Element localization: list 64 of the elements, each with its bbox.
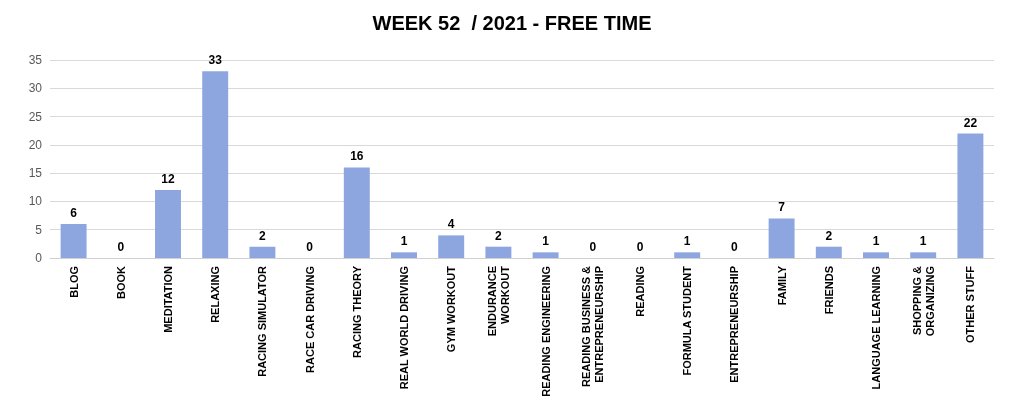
data-label: 16: [350, 149, 364, 164]
x-tick-label: ENTREPRENEURSHIP: [728, 266, 741, 383]
data-label: 22: [963, 115, 978, 130]
bar: [957, 133, 984, 258]
x-tick-label: LANGUAGE LEARNING: [870, 266, 882, 390]
bar: [438, 235, 465, 258]
y-tick-label: 30: [28, 81, 43, 96]
bar: [249, 246, 276, 258]
data-label: 2: [825, 228, 833, 243]
bar: [60, 224, 87, 258]
y-tick-label: 15: [28, 166, 43, 181]
bar: [155, 190, 181, 258]
bar: [910, 252, 937, 258]
x-tick-label: RELAXING: [209, 266, 222, 323]
x-tick-label: GYM WORKOUT: [445, 265, 458, 353]
x-tick-label: OTHER STUFF: [964, 265, 977, 343]
data-label: 1: [400, 234, 408, 249]
bar: [815, 246, 842, 258]
data-label: 0: [731, 240, 739, 254]
data-label: 0: [636, 240, 644, 254]
x-tick-label: RACING THEORY: [350, 265, 363, 358]
x-tick-label: READING BUSINESS & ENTREPRENEURSHIP: [580, 265, 606, 388]
data-label: 1: [919, 234, 927, 249]
x-tick-label: MEDITATION: [162, 265, 174, 333]
data-label: 2: [495, 228, 503, 243]
bar: [202, 71, 229, 258]
data-label: 12: [161, 172, 175, 187]
bar: [863, 252, 889, 258]
x-tick-label: FAMILY: [775, 265, 788, 306]
y-tick-label: 10: [28, 194, 43, 209]
y-tick-label: 5: [35, 222, 43, 237]
data-label: 4: [447, 217, 455, 232]
data-label: 0: [589, 240, 597, 254]
y-tick-label: 35: [28, 53, 43, 67]
bar: [532, 252, 559, 258]
bar: [391, 252, 417, 258]
data-label: 33: [208, 53, 223, 68]
bar: [485, 246, 512, 258]
bar: [768, 218, 795, 258]
x-tick-label: ENDURANCE WORKOUT: [485, 265, 511, 337]
x-tick-label: RACING SIMULATOR: [256, 265, 269, 377]
data-label: 1: [542, 234, 550, 249]
x-tick-label: BLOG: [67, 266, 80, 298]
x-tick-label: FRIENDS: [822, 266, 835, 315]
x-tick-label: REAL WORLD DRIVING: [398, 266, 410, 390]
bar: [343, 167, 370, 258]
data-label: 2: [259, 228, 267, 243]
x-tick-label: FORMULA STUDENT: [681, 265, 694, 376]
x-tick-label: READING: [634, 266, 646, 317]
data-label: 0: [306, 240, 314, 254]
x-tick-label: BOOK: [114, 265, 127, 299]
data-label: 1: [872, 234, 880, 249]
x-tick-label: READING ENGINEERING: [539, 266, 552, 397]
bar: [674, 252, 701, 258]
data-label: 7: [778, 200, 786, 215]
data-label: 1: [683, 234, 691, 249]
x-tick-label: RACE CAR DRIVING: [303, 266, 316, 373]
chart-title: WEEK 52 / 2021 - FREE TIME: [372, 12, 652, 34]
y-tick-label: 20: [28, 137, 43, 152]
data-label: 0: [117, 240, 125, 254]
x-tick-label: SHOPPING & ORGANIZING: [910, 265, 936, 337]
y-tick-label: 25: [28, 109, 43, 124]
y-tick-label: 0: [35, 251, 43, 265]
data-label: 6: [70, 206, 78, 221]
